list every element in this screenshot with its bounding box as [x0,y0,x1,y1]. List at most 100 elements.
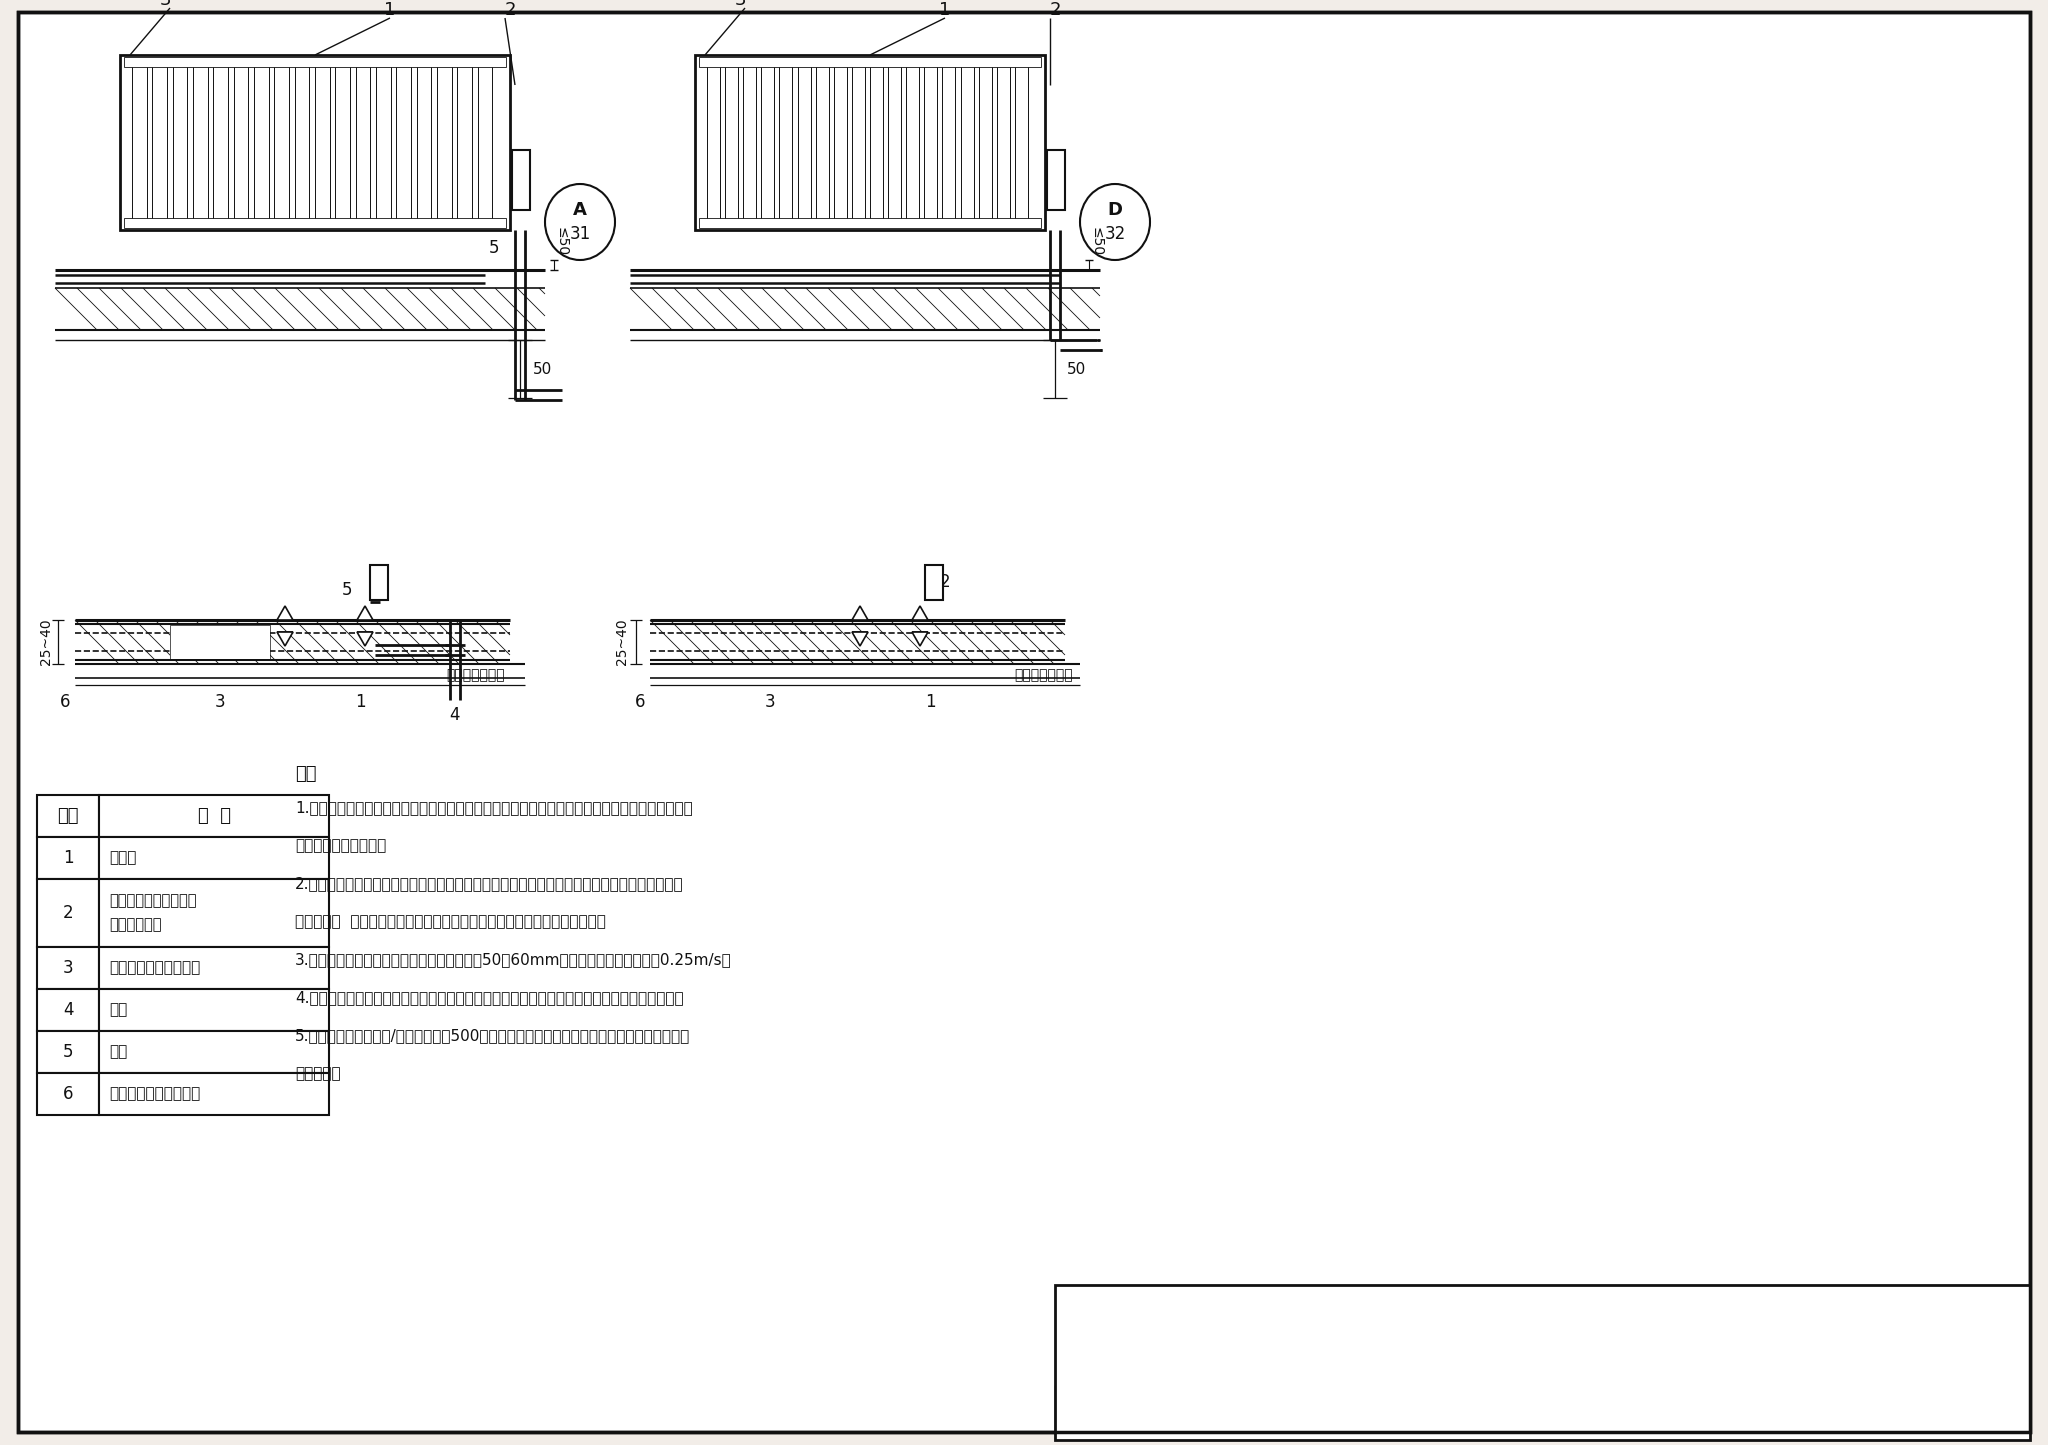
Bar [834,64,846,223]
Bar [98,837,330,879]
Ellipse shape [1079,184,1151,260]
Bar [170,626,270,659]
Bar [377,64,391,223]
Bar [477,64,492,223]
Text: 校对: 校对 [1257,1406,1274,1420]
Text: 6: 6 [59,694,70,711]
Bar [512,150,530,210]
Text: 温度控制阀）: 温度控制阀） [109,918,162,932]
Bar [436,64,453,223]
Bar [889,64,901,223]
Polygon shape [356,631,373,646]
Text: 04K502: 04K502 [1896,1338,1978,1357]
Text: 3: 3 [215,694,225,711]
Text: 江立尺: 江立尺 [1614,1406,1638,1420]
Bar [870,64,883,223]
Text: ≤50: ≤50 [1090,227,1104,257]
Text: ≤50: ≤50 [555,227,569,257]
Bar [797,64,811,223]
Bar [698,218,1040,228]
Bar [37,1074,98,1116]
Bar [37,837,98,879]
Bar [125,56,506,66]
Bar [254,64,268,223]
Text: 1: 1 [940,1,950,19]
Text: 6: 6 [635,694,645,711]
Bar [905,64,920,223]
Bar [694,55,1044,230]
Bar [315,64,330,223]
Bar [98,879,330,946]
Bar [170,626,270,659]
Text: 2: 2 [1049,1,1061,19]
Bar [852,64,864,223]
Bar [725,64,737,223]
Text: 4: 4 [63,1001,74,1019]
Bar [37,988,98,1030]
Text: 25~40: 25~40 [39,618,53,665]
Text: 32: 32 [1104,225,1126,243]
Text: 1.地面以上明装管道可采用热镀锌钉钉管，亦可采用焊接钔管。焊接钔管除锈，防锈后宜涂与散热: 1.地面以上明装管道可采用热镀锌钉钉管，亦可采用焊接钔管。焊接钔管除锈，防锈后宜… [295,801,692,815]
Text: 名  称: 名 称 [197,806,231,825]
Bar [295,64,309,223]
Bar [924,64,938,223]
Polygon shape [276,605,293,620]
Text: 50: 50 [1067,363,1087,377]
Bar [979,64,991,223]
Text: 2: 2 [504,1,516,19]
Polygon shape [911,605,928,620]
Text: 散热器: 散热器 [109,851,137,866]
Bar [98,1074,330,1116]
Bar [37,946,98,988]
Bar [780,64,793,223]
Bar [131,64,147,223]
Text: 5: 5 [489,238,500,257]
Text: 上进下出（旁通阀组）: 上进下出（旁通阀组） [1370,1344,1530,1370]
Text: 1: 1 [385,1,395,19]
Text: 5: 5 [63,1043,74,1061]
Polygon shape [356,605,373,620]
Text: 3: 3 [63,959,74,977]
Bar [274,64,289,223]
Text: 2: 2 [377,574,389,591]
Bar [997,64,1010,223]
Bar [172,64,186,223]
Polygon shape [276,631,293,646]
Bar [371,565,387,600]
Text: 页: 页 [1888,1405,1898,1422]
Text: 25~40: 25~40 [614,618,629,665]
Bar [926,565,942,600]
Text: 3: 3 [735,0,745,9]
Text: 3.管道槽或填充层内并行敏设的管道间距宜为50～60mm，管道中水流速不宜小于0.25m/s。: 3.管道槽或填充层内并行敏设的管道间距宜为50～60mm，管道中水流速不宜小于0… [295,952,731,967]
Bar [213,64,227,223]
Text: 50: 50 [532,363,551,377]
Polygon shape [911,631,928,646]
Text: 赵立民: 赵立民 [1524,1406,1548,1420]
Text: 专用阀组（内置散热器: 专用阀组（内置散热器 [109,893,197,909]
Text: 22: 22 [1970,1403,2001,1423]
Text: 3: 3 [160,0,170,9]
Text: D: D [1108,201,1122,220]
Text: 5: 5 [342,581,352,600]
Text: 自动（或手动）排气阀: 自动（或手动）排气阀 [109,961,201,975]
Bar [98,946,330,988]
Text: 三通: 三通 [109,1003,127,1017]
Text: 31: 31 [569,225,590,243]
Text: 5.旁通阀组仅适用于进/出水口间距为500的散热器，散热器距地高度应根据散热器及旁通阀组: 5.旁通阀组仅适用于进/出水口间距为500的散热器，散热器距地高度应根据散热器及… [295,1027,690,1043]
Text: 1: 1 [354,694,365,711]
Bar [1016,64,1028,223]
Bar [125,218,506,228]
Text: 器颜色相适的调和漆。: 器颜色相适的调和漆。 [295,838,387,853]
Text: 应选用其它  连接方式；右图为单管系统，可热熶和不可热熶塑料管道均可。: 应选用其它 连接方式；右图为单管系统，可热熶和不可热熶塑料管道均可。 [295,915,606,929]
Bar [815,64,829,223]
Text: 孙曾华: 孙曾华 [1163,1406,1188,1420]
Text: 编号: 编号 [57,806,78,825]
Text: A: A [573,201,588,220]
Bar [743,64,756,223]
Text: 付都晖: 付都晖 [1343,1406,1368,1420]
Text: 敏设于填充层内: 敏设于填充层内 [1014,668,1073,682]
Bar [942,64,956,223]
Text: 管道槽（设计要求时）: 管道槽（设计要求时） [109,1087,201,1101]
Bar [37,1030,98,1074]
Text: 6: 6 [63,1085,74,1103]
